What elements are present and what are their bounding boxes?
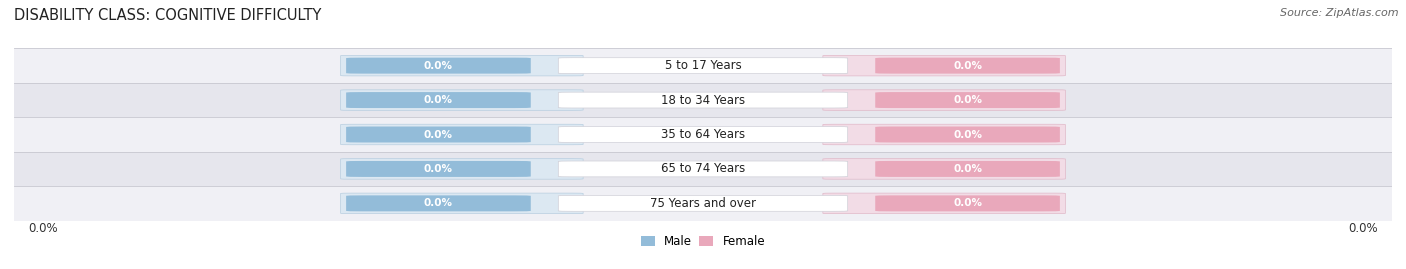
Text: 0.0%: 0.0% xyxy=(28,222,58,235)
Text: 0.0%: 0.0% xyxy=(953,95,981,105)
FancyBboxPatch shape xyxy=(875,58,1060,74)
Text: 0.0%: 0.0% xyxy=(953,164,981,174)
FancyBboxPatch shape xyxy=(875,92,1060,108)
Text: 0.0%: 0.0% xyxy=(425,198,453,208)
FancyBboxPatch shape xyxy=(340,55,583,76)
Text: 18 to 34 Years: 18 to 34 Years xyxy=(661,94,745,107)
Text: 0.0%: 0.0% xyxy=(425,95,453,105)
FancyBboxPatch shape xyxy=(823,193,1066,214)
FancyBboxPatch shape xyxy=(558,58,848,73)
Text: 0.0%: 0.0% xyxy=(425,164,453,174)
Text: 0.0%: 0.0% xyxy=(953,129,981,140)
FancyBboxPatch shape xyxy=(346,161,531,177)
FancyBboxPatch shape xyxy=(875,195,1060,211)
FancyBboxPatch shape xyxy=(346,126,531,143)
Bar xyxy=(14,152,1392,186)
Bar xyxy=(14,186,1392,221)
FancyBboxPatch shape xyxy=(875,126,1060,143)
FancyBboxPatch shape xyxy=(346,58,531,74)
FancyBboxPatch shape xyxy=(558,161,848,177)
FancyBboxPatch shape xyxy=(340,159,583,179)
Text: 0.0%: 0.0% xyxy=(1348,222,1378,235)
FancyBboxPatch shape xyxy=(340,124,583,145)
Bar xyxy=(14,83,1392,117)
Text: 0.0%: 0.0% xyxy=(953,61,981,71)
Text: 0.0%: 0.0% xyxy=(425,129,453,140)
Text: 65 to 74 Years: 65 to 74 Years xyxy=(661,162,745,175)
FancyBboxPatch shape xyxy=(823,124,1066,145)
FancyBboxPatch shape xyxy=(875,161,1060,177)
FancyBboxPatch shape xyxy=(558,92,848,108)
Text: 75 Years and over: 75 Years and over xyxy=(650,197,756,210)
FancyBboxPatch shape xyxy=(340,193,583,214)
FancyBboxPatch shape xyxy=(558,127,848,142)
Legend: Male, Female: Male, Female xyxy=(636,230,770,253)
FancyBboxPatch shape xyxy=(823,159,1066,179)
FancyBboxPatch shape xyxy=(558,196,848,211)
Text: 0.0%: 0.0% xyxy=(953,198,981,208)
Text: Source: ZipAtlas.com: Source: ZipAtlas.com xyxy=(1281,8,1399,18)
Text: DISABILITY CLASS: COGNITIVE DIFFICULTY: DISABILITY CLASS: COGNITIVE DIFFICULTY xyxy=(14,8,322,23)
FancyBboxPatch shape xyxy=(346,92,531,108)
Text: 5 to 17 Years: 5 to 17 Years xyxy=(665,59,741,72)
FancyBboxPatch shape xyxy=(823,55,1066,76)
Text: 0.0%: 0.0% xyxy=(425,61,453,71)
Text: 35 to 64 Years: 35 to 64 Years xyxy=(661,128,745,141)
Bar xyxy=(14,48,1392,83)
FancyBboxPatch shape xyxy=(340,90,583,110)
FancyBboxPatch shape xyxy=(823,90,1066,110)
FancyBboxPatch shape xyxy=(346,195,531,211)
Bar xyxy=(14,117,1392,152)
